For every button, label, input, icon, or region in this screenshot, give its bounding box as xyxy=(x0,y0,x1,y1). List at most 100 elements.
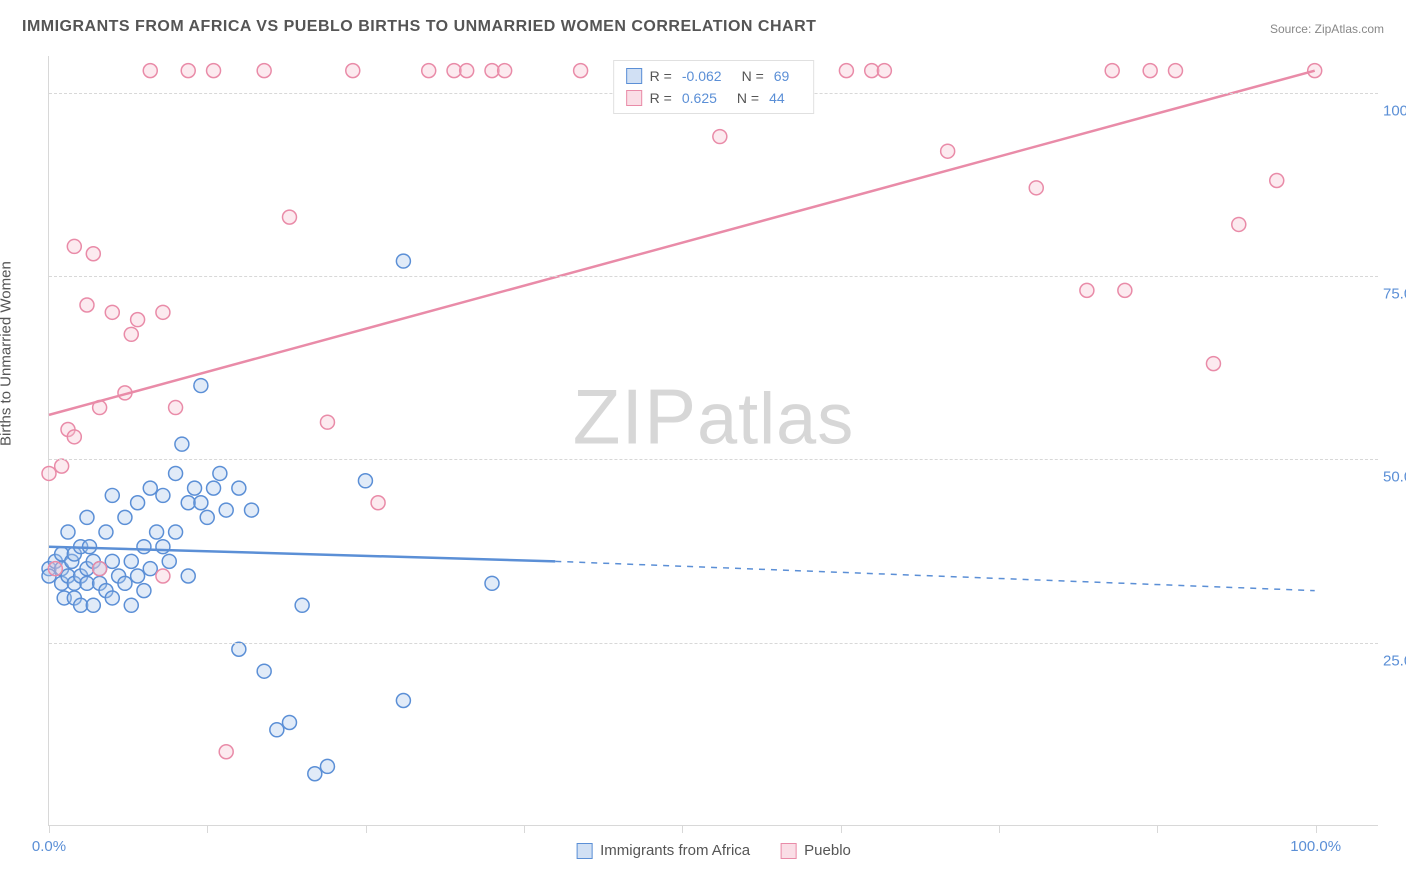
data-point xyxy=(143,64,157,78)
x-tick xyxy=(366,825,367,833)
data-point xyxy=(422,64,436,78)
chart-svg xyxy=(49,56,1378,825)
legend-series-item: Immigrants from Africa xyxy=(576,842,750,859)
legend-swatch-icon xyxy=(780,843,796,859)
data-point xyxy=(574,64,588,78)
data-point xyxy=(346,64,360,78)
data-point xyxy=(181,64,195,78)
data-point xyxy=(282,210,296,224)
data-point xyxy=(61,525,75,539)
data-point xyxy=(219,745,233,759)
data-point xyxy=(232,481,246,495)
data-point xyxy=(124,598,138,612)
data-point xyxy=(320,415,334,429)
data-point xyxy=(257,664,271,678)
data-point xyxy=(219,503,233,517)
regression-line-dashed xyxy=(555,561,1314,590)
legend-n-value: 69 xyxy=(774,65,790,87)
data-point xyxy=(207,481,221,495)
data-point xyxy=(80,298,94,312)
data-point xyxy=(150,525,164,539)
data-point xyxy=(137,584,151,598)
data-point xyxy=(308,767,322,781)
data-point xyxy=(137,540,151,554)
data-point xyxy=(207,64,221,78)
data-point xyxy=(485,64,499,78)
legend-r-label: R = xyxy=(650,65,672,87)
gridline xyxy=(49,643,1378,644)
x-tick xyxy=(524,825,525,833)
source-attribution: Source: ZipAtlas.com xyxy=(1270,22,1384,36)
x-tick xyxy=(1316,825,1317,833)
data-point xyxy=(55,459,69,473)
data-point xyxy=(80,510,94,524)
data-point xyxy=(74,598,88,612)
data-point xyxy=(839,64,853,78)
data-point xyxy=(143,562,157,576)
data-point xyxy=(93,562,107,576)
data-point xyxy=(213,466,227,480)
data-point xyxy=(1168,64,1182,78)
legend-n-label: N = xyxy=(742,65,764,87)
data-point xyxy=(48,562,62,576)
data-point xyxy=(105,591,119,605)
source-prefix: Source: xyxy=(1270,22,1315,36)
x-tick xyxy=(841,825,842,833)
data-point xyxy=(713,130,727,144)
regression-line xyxy=(49,71,1315,415)
data-point xyxy=(105,488,119,502)
legend-r-label: R = xyxy=(650,87,672,109)
data-point xyxy=(498,64,512,78)
source-name: ZipAtlas.com xyxy=(1315,22,1384,36)
data-point xyxy=(156,488,170,502)
data-point xyxy=(1029,181,1043,195)
legend-series: Immigrants from AfricaPueblo xyxy=(576,842,851,859)
data-point xyxy=(105,305,119,319)
legend-r-value: 0.625 xyxy=(682,87,717,109)
data-point xyxy=(282,715,296,729)
data-point xyxy=(67,239,81,253)
data-point xyxy=(169,466,183,480)
data-point xyxy=(1270,174,1284,188)
legend-stat-row: R =0.625N =44 xyxy=(626,87,802,109)
legend-stat-row: R = -0.062 N = 69 xyxy=(626,65,802,87)
data-point xyxy=(877,64,891,78)
data-point xyxy=(1232,217,1246,231)
legend-series-label: Immigrants from Africa xyxy=(600,842,750,859)
legend-n-label: N = xyxy=(737,87,759,109)
x-tick-label: 0.0% xyxy=(32,838,66,855)
data-point xyxy=(320,759,334,773)
data-point xyxy=(175,437,189,451)
x-tick xyxy=(207,825,208,833)
y-tick-label: 75.0% xyxy=(1383,286,1406,303)
data-point xyxy=(194,379,208,393)
data-point xyxy=(941,144,955,158)
data-point xyxy=(1118,283,1132,297)
legend-r-value: -0.062 xyxy=(682,65,722,87)
data-point xyxy=(447,64,461,78)
data-point xyxy=(1105,64,1119,78)
x-tick xyxy=(682,825,683,833)
data-point xyxy=(169,525,183,539)
x-tick xyxy=(49,825,50,833)
data-point xyxy=(245,503,259,517)
chart-title: IMMIGRANTS FROM AFRICA VS PUEBLO BIRTHS … xyxy=(22,18,816,36)
data-point xyxy=(124,327,138,341)
data-point xyxy=(162,554,176,568)
y-tick-label: 100.0% xyxy=(1383,102,1406,119)
y-tick-label: 50.0% xyxy=(1383,469,1406,486)
data-point xyxy=(181,569,195,583)
data-point xyxy=(188,481,202,495)
data-point xyxy=(124,554,138,568)
data-point xyxy=(460,64,474,78)
y-axis-label: Births to Unmarried Women xyxy=(0,261,15,446)
legend-swatch-icon xyxy=(626,90,642,106)
data-point xyxy=(131,496,145,510)
data-point xyxy=(194,496,208,510)
data-point xyxy=(169,401,183,415)
data-point xyxy=(1206,357,1220,371)
data-point xyxy=(86,247,100,261)
data-point xyxy=(118,576,132,590)
data-point xyxy=(396,694,410,708)
data-point xyxy=(156,305,170,319)
